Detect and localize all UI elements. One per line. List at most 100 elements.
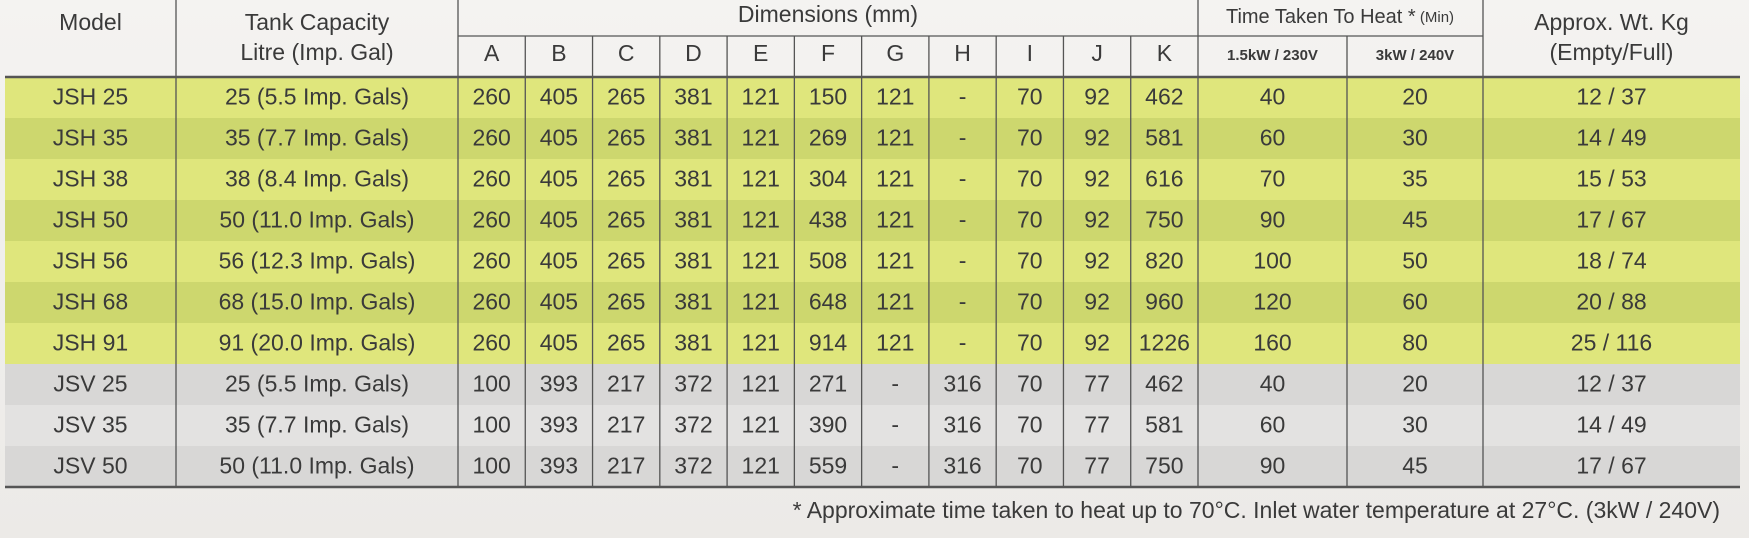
cell: 265 bbox=[607, 125, 645, 151]
cell: 121 bbox=[876, 166, 914, 192]
cell: 17 / 67 bbox=[1576, 207, 1646, 233]
cell: 121 bbox=[742, 84, 780, 110]
row-background bbox=[5, 200, 1740, 241]
cell: 70 bbox=[1017, 412, 1043, 438]
header-dimension: H bbox=[954, 40, 971, 66]
cell: 405 bbox=[540, 330, 578, 356]
cell: 1226 bbox=[1139, 330, 1190, 356]
cell: 70 bbox=[1017, 289, 1043, 315]
cell: 405 bbox=[540, 125, 578, 151]
cell: 56 (12.3 Imp. Gals) bbox=[219, 248, 416, 274]
cell: 70 bbox=[1017, 84, 1043, 110]
cell: - bbox=[959, 207, 967, 233]
cell: 260 bbox=[472, 125, 510, 151]
cell: 40 bbox=[1260, 371, 1286, 397]
header-time-unit: (Min) bbox=[1416, 9, 1454, 26]
header-time-column: 3kW / 240V bbox=[1376, 47, 1454, 64]
cell: 90 bbox=[1260, 453, 1286, 479]
cell: 121 bbox=[876, 84, 914, 110]
cell: 269 bbox=[809, 125, 847, 151]
cell: 20 bbox=[1402, 371, 1428, 397]
cell: 120 bbox=[1253, 289, 1291, 315]
row-background bbox=[5, 446, 1740, 487]
cell: 100 bbox=[472, 412, 510, 438]
cell: 100 bbox=[472, 371, 510, 397]
cell: 405 bbox=[540, 289, 578, 315]
cell: 70 bbox=[1017, 453, 1043, 479]
cell: 265 bbox=[607, 330, 645, 356]
cell: 30 bbox=[1402, 125, 1428, 151]
cell: 92 bbox=[1084, 289, 1110, 315]
cell: 80 bbox=[1402, 330, 1428, 356]
cell: 92 bbox=[1084, 125, 1110, 151]
cell: 260 bbox=[472, 84, 510, 110]
cell: 405 bbox=[540, 166, 578, 192]
cell: 581 bbox=[1145, 125, 1183, 151]
cell: 265 bbox=[607, 248, 645, 274]
cell: 260 bbox=[472, 248, 510, 274]
cell: 70 bbox=[1017, 166, 1043, 192]
cell: 750 bbox=[1145, 207, 1183, 233]
row-background bbox=[5, 241, 1740, 282]
cell: 121 bbox=[876, 289, 914, 315]
cell: 260 bbox=[472, 207, 510, 233]
cell: JSV 35 bbox=[53, 412, 127, 438]
cell: 265 bbox=[607, 166, 645, 192]
cell: JSH 25 bbox=[53, 84, 128, 110]
cell: 304 bbox=[809, 166, 848, 192]
cell: JSV 50 bbox=[53, 453, 127, 479]
cell: JSV 25 bbox=[53, 371, 127, 397]
cell: 381 bbox=[674, 289, 712, 315]
cell: 18 / 74 bbox=[1576, 248, 1647, 274]
cell: 616 bbox=[1145, 166, 1183, 192]
cell: 393 bbox=[540, 412, 578, 438]
header-dimension: B bbox=[551, 40, 566, 66]
cell: 30 bbox=[1402, 412, 1428, 438]
cell: - bbox=[959, 84, 967, 110]
cell: 390 bbox=[809, 412, 847, 438]
header-time: Time Taken To Heat * (Min) bbox=[1226, 6, 1454, 28]
cell: JSH 91 bbox=[53, 330, 128, 356]
cell: 150 bbox=[809, 84, 847, 110]
cell: 92 bbox=[1084, 330, 1110, 356]
cell: 68 (15.0 Imp. Gals) bbox=[219, 289, 416, 315]
row-background bbox=[5, 323, 1740, 364]
cell: 25 (5.5 Imp. Gals) bbox=[225, 84, 409, 110]
cell: 381 bbox=[674, 330, 712, 356]
cell: 121 bbox=[742, 412, 780, 438]
cell: 60 bbox=[1402, 289, 1428, 315]
cell: 260 bbox=[472, 166, 510, 192]
cell: 393 bbox=[540, 453, 578, 479]
cell: 121 bbox=[876, 207, 914, 233]
cell: 45 bbox=[1402, 453, 1428, 479]
cell: 60 bbox=[1260, 412, 1286, 438]
cell: 393 bbox=[540, 371, 578, 397]
cell: 217 bbox=[607, 412, 645, 438]
header-dimension: G bbox=[886, 40, 904, 66]
cell: 92 bbox=[1084, 166, 1110, 192]
cell: 92 bbox=[1084, 248, 1110, 274]
header-dimension: E bbox=[753, 40, 768, 66]
cell: JSH 56 bbox=[53, 248, 128, 274]
cell: 265 bbox=[607, 84, 645, 110]
cell: 25 / 116 bbox=[1571, 330, 1652, 356]
row-background bbox=[5, 118, 1740, 159]
cell: 92 bbox=[1084, 84, 1110, 110]
cell: 316 bbox=[943, 412, 981, 438]
header-dimension: J bbox=[1091, 40, 1103, 66]
cell: - bbox=[891, 453, 899, 479]
cell: 438 bbox=[809, 207, 847, 233]
header-dimension: F bbox=[821, 40, 835, 66]
cell: - bbox=[959, 248, 967, 274]
cell: 17 / 67 bbox=[1576, 453, 1646, 479]
cell: 121 bbox=[876, 248, 914, 274]
cell: 45 bbox=[1402, 207, 1428, 233]
cell: 581 bbox=[1145, 412, 1183, 438]
cell: 381 bbox=[674, 125, 712, 151]
cell: 260 bbox=[472, 289, 510, 315]
cell: 92 bbox=[1084, 207, 1110, 233]
cell: - bbox=[959, 166, 967, 192]
cell: 648 bbox=[809, 289, 847, 315]
cell: 265 bbox=[607, 207, 645, 233]
